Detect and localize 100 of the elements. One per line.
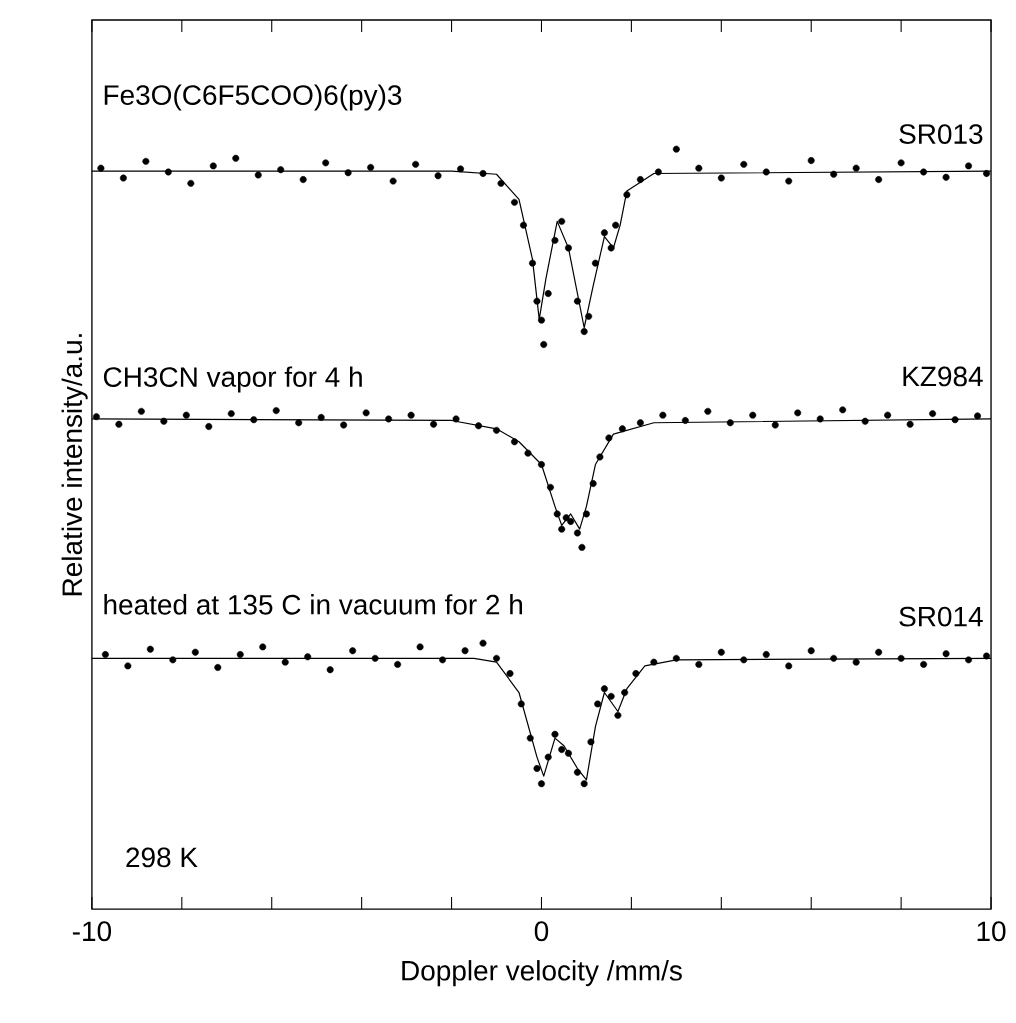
- point: [578, 543, 586, 551]
- point: [506, 670, 514, 677]
- series-label: SR014: [899, 606, 983, 627]
- point: [594, 700, 602, 708]
- point: [580, 780, 588, 788]
- point: [250, 416, 258, 424]
- point: [573, 529, 581, 537]
- point: [762, 651, 770, 658]
- point: [547, 483, 554, 491]
- series-label: KZ984: [903, 366, 983, 387]
- point: [726, 419, 734, 427]
- point: [600, 229, 608, 237]
- point: [807, 157, 815, 165]
- point: [322, 159, 330, 167]
- point: [407, 411, 415, 419]
- point: [538, 316, 545, 324]
- point: [475, 422, 482, 430]
- point: [816, 415, 824, 423]
- x-tick-label: -10: [72, 921, 112, 942]
- text: Fe3O(C6F5COO)6(py)3: [104, 84, 402, 111]
- point: [632, 670, 640, 677]
- point: [920, 168, 928, 176]
- point: [951, 416, 959, 424]
- point: [538, 780, 545, 788]
- point: [119, 174, 127, 182]
- point: [600, 685, 608, 693]
- point: [259, 643, 267, 651]
- point: [277, 166, 285, 174]
- point: [717, 174, 725, 182]
- point: [884, 411, 892, 419]
- point: [762, 168, 770, 176]
- point: [526, 734, 534, 742]
- point: [612, 221, 620, 229]
- y-axis-title: Relative intensity/a.u.: [61, 334, 88, 596]
- point: [187, 179, 195, 187]
- point: [430, 420, 438, 428]
- point: [695, 164, 703, 172]
- point: [169, 656, 177, 664]
- point: [749, 411, 757, 419]
- point: [191, 648, 199, 656]
- point: [295, 419, 303, 427]
- point: [852, 658, 860, 666]
- point: [861, 417, 869, 425]
- point: [974, 412, 982, 420]
- point: [493, 426, 500, 434]
- point: [558, 217, 566, 225]
- point: [142, 157, 150, 165]
- point: [785, 662, 793, 670]
- point: [794, 409, 802, 417]
- point: [681, 417, 689, 424]
- point: [493, 654, 500, 662]
- point: [564, 244, 572, 252]
- point: [942, 173, 950, 181]
- point: [672, 145, 680, 153]
- point: [582, 510, 590, 518]
- point: [614, 711, 622, 719]
- point: [965, 162, 973, 170]
- point: [452, 415, 460, 423]
- point: [326, 666, 334, 674]
- point: [209, 162, 217, 170]
- point: [227, 410, 235, 418]
- point: [636, 176, 644, 184]
- point: [551, 236, 559, 244]
- point: [340, 421, 348, 429]
- point: [695, 660, 703, 668]
- series-label: SR013: [899, 124, 983, 144]
- point: [434, 172, 442, 180]
- point: [362, 409, 370, 417]
- point: [344, 169, 352, 177]
- point: [942, 650, 950, 658]
- point: [589, 480, 597, 488]
- point: [92, 413, 100, 421]
- point: [650, 658, 658, 666]
- point: [929, 410, 937, 418]
- point: [97, 164, 105, 172]
- point: [236, 651, 244, 658]
- annotation: 298 K: [126, 847, 198, 868]
- point: [785, 177, 793, 185]
- point: [146, 645, 154, 653]
- point: [164, 168, 172, 176]
- point: [439, 656, 447, 664]
- point: [920, 660, 928, 668]
- point: [520, 221, 527, 229]
- point: [558, 746, 566, 753]
- point: [807, 647, 815, 655]
- point: [573, 768, 581, 776]
- point: [457, 165, 465, 173]
- point: [540, 341, 548, 348]
- x-tick-label: 10: [977, 921, 1006, 942]
- point: [573, 297, 581, 305]
- point: [906, 420, 914, 428]
- point: [618, 425, 626, 433]
- point: [740, 160, 748, 168]
- point: [479, 170, 487, 177]
- point: [511, 198, 518, 206]
- point: [771, 421, 779, 429]
- point: [299, 176, 307, 184]
- point: [497, 179, 505, 187]
- point: [621, 689, 629, 696]
- point: [394, 660, 402, 668]
